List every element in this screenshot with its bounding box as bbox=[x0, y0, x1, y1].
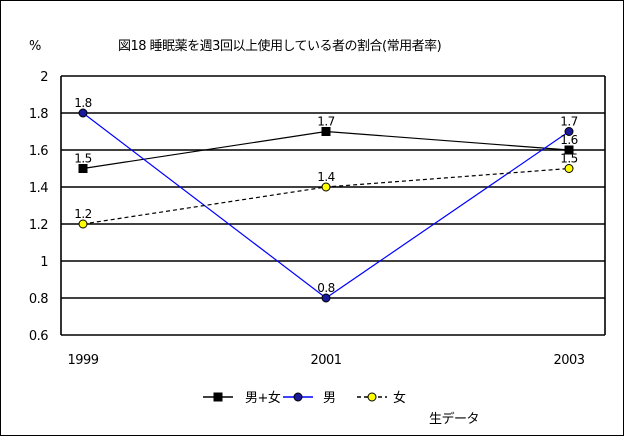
legend-label: 男+女 bbox=[245, 390, 281, 406]
y-tick-label: 0.6 bbox=[29, 329, 48, 344]
data-point bbox=[564, 164, 574, 173]
data-label: 1.7 bbox=[560, 115, 578, 129]
data-point bbox=[78, 219, 88, 229]
y-tick-label: 2 bbox=[40, 70, 48, 85]
legend-label: 女 bbox=[393, 390, 406, 406]
series-line bbox=[82, 112, 570, 299]
legend-label: 男 bbox=[323, 391, 336, 406]
data-point bbox=[564, 127, 574, 136]
y-tick-label: 1.4 bbox=[29, 181, 48, 196]
data-point bbox=[78, 108, 88, 118]
data-labels: 1.5 1.7 1.6 1.8 0.8 1.7 1.2 1.4 1.5 bbox=[74, 96, 578, 295]
x-tick-label: 1999 bbox=[67, 353, 98, 368]
data-point bbox=[321, 127, 331, 136]
axes: 0.6 0.8 1 1.2 1.4 1.6 1.8 2 1999 2001 2003 bbox=[29, 70, 606, 368]
legend: 男+女 男 女 bbox=[203, 390, 407, 406]
data-label: 1.4 bbox=[317, 170, 335, 184]
data-point bbox=[78, 164, 88, 173]
data-label: 1.5 bbox=[560, 152, 578, 166]
data-label: 1.7 bbox=[317, 115, 335, 129]
legend-marker bbox=[367, 392, 377, 402]
chart-title: 図18 睡眠薬を週3回以上使用している者の割合(常用者率) bbox=[118, 38, 441, 54]
data-point bbox=[321, 182, 331, 192]
y-tick-label: 0.8 bbox=[29, 292, 48, 307]
legend-marker bbox=[213, 392, 223, 402]
y-tick-label: 1.6 bbox=[29, 144, 48, 159]
x-tick-label: 2001 bbox=[310, 353, 341, 368]
y-tick-label: 1.2 bbox=[29, 218, 48, 233]
legend-marker bbox=[293, 392, 303, 402]
series-lines bbox=[82, 112, 570, 299]
data-note: 生データ bbox=[429, 411, 479, 427]
data-point bbox=[564, 145, 574, 155]
y-tick-label: 1 bbox=[40, 255, 48, 270]
data-point bbox=[321, 293, 331, 303]
y-axis-unit-label: % bbox=[29, 39, 41, 54]
data-label: 1.8 bbox=[74, 96, 92, 110]
series-markers bbox=[78, 108, 574, 303]
x-tick-label: 2003 bbox=[553, 353, 584, 368]
data-label: 1.6 bbox=[560, 133, 578, 147]
data-label: 1.2 bbox=[74, 207, 92, 221]
data-label: 0.8 bbox=[317, 281, 335, 295]
data-label: 1.5 bbox=[74, 152, 92, 166]
y-tick-label: 1.8 bbox=[29, 107, 48, 122]
